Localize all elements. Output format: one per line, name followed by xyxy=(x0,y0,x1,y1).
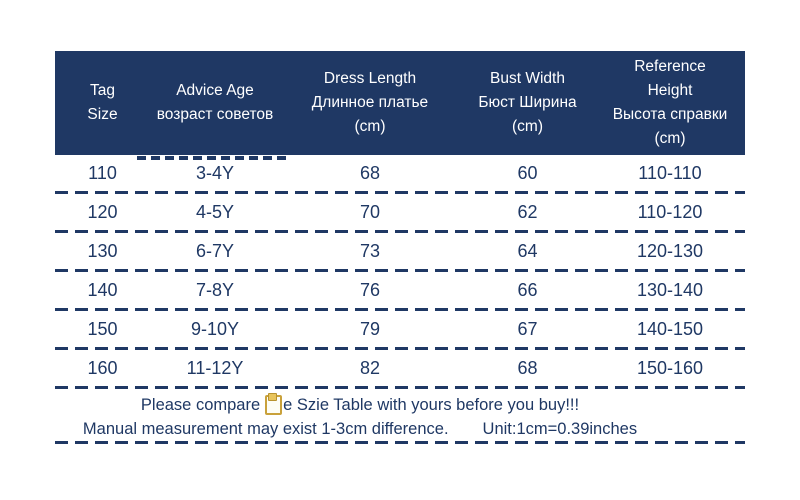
footer-bottom-border xyxy=(55,441,745,444)
header-line: Бюст Ширина xyxy=(478,94,577,111)
cell-bust-width: 64 xyxy=(517,240,538,261)
table-row: 150 9-10Y 79 67 140-150 xyxy=(55,311,745,347)
header-line: возраст советов xyxy=(156,106,274,123)
header-line: (cm) xyxy=(512,118,543,135)
header-line: Height xyxy=(647,82,693,99)
table-row: 130 6-7Y 73 64 120-130 xyxy=(55,233,745,269)
footer-note: Manual measurement may exist 1-3cm diffe… xyxy=(82,419,449,438)
header-line: Длинное платье xyxy=(311,94,429,111)
header-line: Reference xyxy=(634,58,706,75)
cell-advice-age: 3-4Y xyxy=(195,162,235,183)
row-separator xyxy=(55,308,745,311)
size-table: Tag Size Advice Age возраст советов Dres… xyxy=(55,51,745,444)
cell-bust-width: 62 xyxy=(517,201,538,222)
cell-tag-size: 130 xyxy=(87,240,118,261)
header-cell-tag-size: Tag Size xyxy=(55,51,150,155)
cell-tag-size: 160 xyxy=(87,357,118,378)
cell-advice-age: 11-12Y xyxy=(186,357,244,378)
table-header: Tag Size Advice Age возраст советов Dres… xyxy=(55,51,745,155)
header-line: Size xyxy=(87,106,118,123)
header-line: (cm) xyxy=(654,130,686,147)
header-line: Tag xyxy=(90,82,115,99)
cell-tag-size: 150 xyxy=(87,318,118,339)
cell-reference-height: 110-120 xyxy=(637,201,703,222)
cell-reference-height: 140-150 xyxy=(636,318,704,339)
clipboard-icon xyxy=(265,393,283,415)
cell-tag-size: 140 xyxy=(87,279,118,300)
footer-text: Please compare xyxy=(140,395,261,414)
cell-bust-width: 68 xyxy=(517,357,538,378)
header-cell-advice-age: Advice Age возраст советов xyxy=(150,51,280,155)
row-separator xyxy=(55,269,745,272)
cell-advice-age: 4-5Y xyxy=(195,201,235,222)
cell-bust-width: 67 xyxy=(517,318,538,339)
header-line: Advice Age xyxy=(176,82,254,99)
cell-dress-length: 70 xyxy=(359,201,381,222)
table-footer: Please compare e Szie Table with yours b… xyxy=(55,389,745,441)
cell-advice-age: 7-8Y xyxy=(195,279,235,300)
header-line: Dress Length xyxy=(323,70,417,87)
table-row: 110 3-4Y 68 60 110-110 xyxy=(55,155,745,191)
cell-reference-height: 150-160 xyxy=(636,357,704,378)
cell-tag-size: 120 xyxy=(87,201,118,222)
header-cell-reference-height: Reference Height Высота справки (cm) xyxy=(595,51,745,155)
clipboard-clip xyxy=(268,393,278,401)
cell-dress-length: 73 xyxy=(359,240,381,261)
cell-advice-age: 6-7Y xyxy=(195,240,235,261)
header-line: (cm) xyxy=(354,118,386,135)
header-line: Bust Width xyxy=(490,70,565,87)
cell-reference-height: 110-110 xyxy=(638,162,702,183)
table-row: 120 4-5Y 70 62 110-120 xyxy=(55,194,745,230)
footer-unit: Unit:1cm=0.39inches xyxy=(482,419,638,438)
cell-bust-width: 66 xyxy=(517,279,538,300)
row-separator xyxy=(55,191,745,194)
cell-dress-length: 68 xyxy=(359,162,381,183)
header-dash-artifact xyxy=(137,156,290,160)
footer-line-2: Manual measurement may exist 1-3cm diffe… xyxy=(55,417,665,441)
cell-reference-height: 120-130 xyxy=(636,240,704,261)
cell-advice-age: 9-10Y xyxy=(190,318,240,339)
footer-text: e Szie Table with yours before you buy!!… xyxy=(283,395,580,414)
row-separator xyxy=(55,230,745,233)
footer-line-1: Please compare e Szie Table with yours b… xyxy=(55,393,665,417)
cell-bust-width: 60 xyxy=(517,162,538,183)
header-cell-bust-width: Bust Width Бюст Ширина (cm) xyxy=(460,51,595,155)
table-row: 160 11-12Y 82 68 150-160 xyxy=(55,350,745,386)
cell-dress-length: 76 xyxy=(359,279,381,300)
cell-dress-length: 79 xyxy=(359,318,381,339)
row-separator xyxy=(55,347,745,350)
header-cell-dress-length: Dress Length Длинное платье (cm) xyxy=(280,51,460,155)
cell-dress-length: 82 xyxy=(359,357,381,378)
row-separator xyxy=(55,386,745,389)
header-line: Высота справки xyxy=(612,106,728,123)
cell-tag-size: 110 xyxy=(88,162,117,183)
cell-reference-height: 130-140 xyxy=(636,279,704,300)
table-row: 140 7-8Y 76 66 130-140 xyxy=(55,272,745,308)
